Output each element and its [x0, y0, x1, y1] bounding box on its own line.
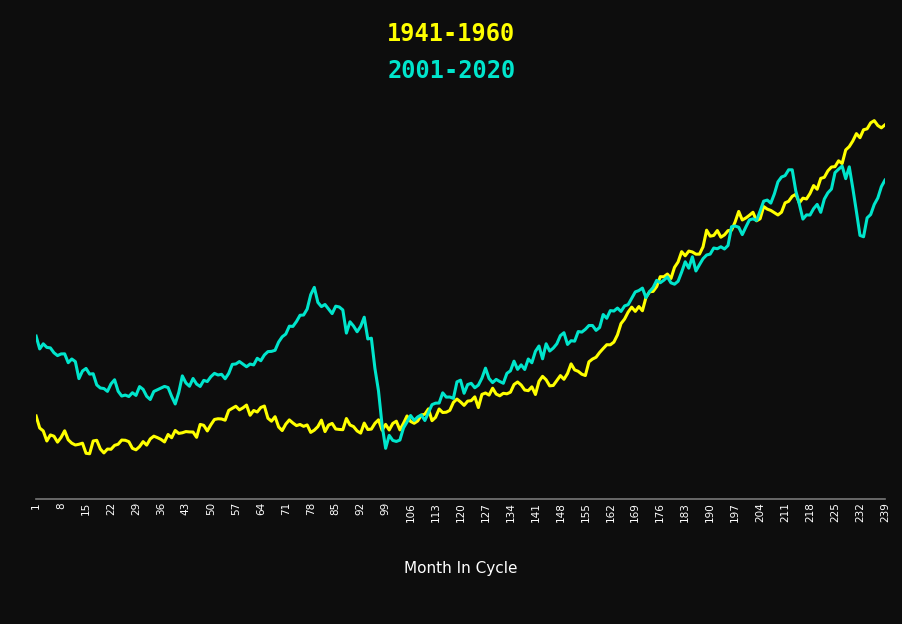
Text: 1941-1960: 1941-1960 — [387, 22, 515, 46]
Text: 2001-2020: 2001-2020 — [387, 59, 515, 83]
X-axis label: Month In Cycle: Month In Cycle — [403, 561, 517, 576]
